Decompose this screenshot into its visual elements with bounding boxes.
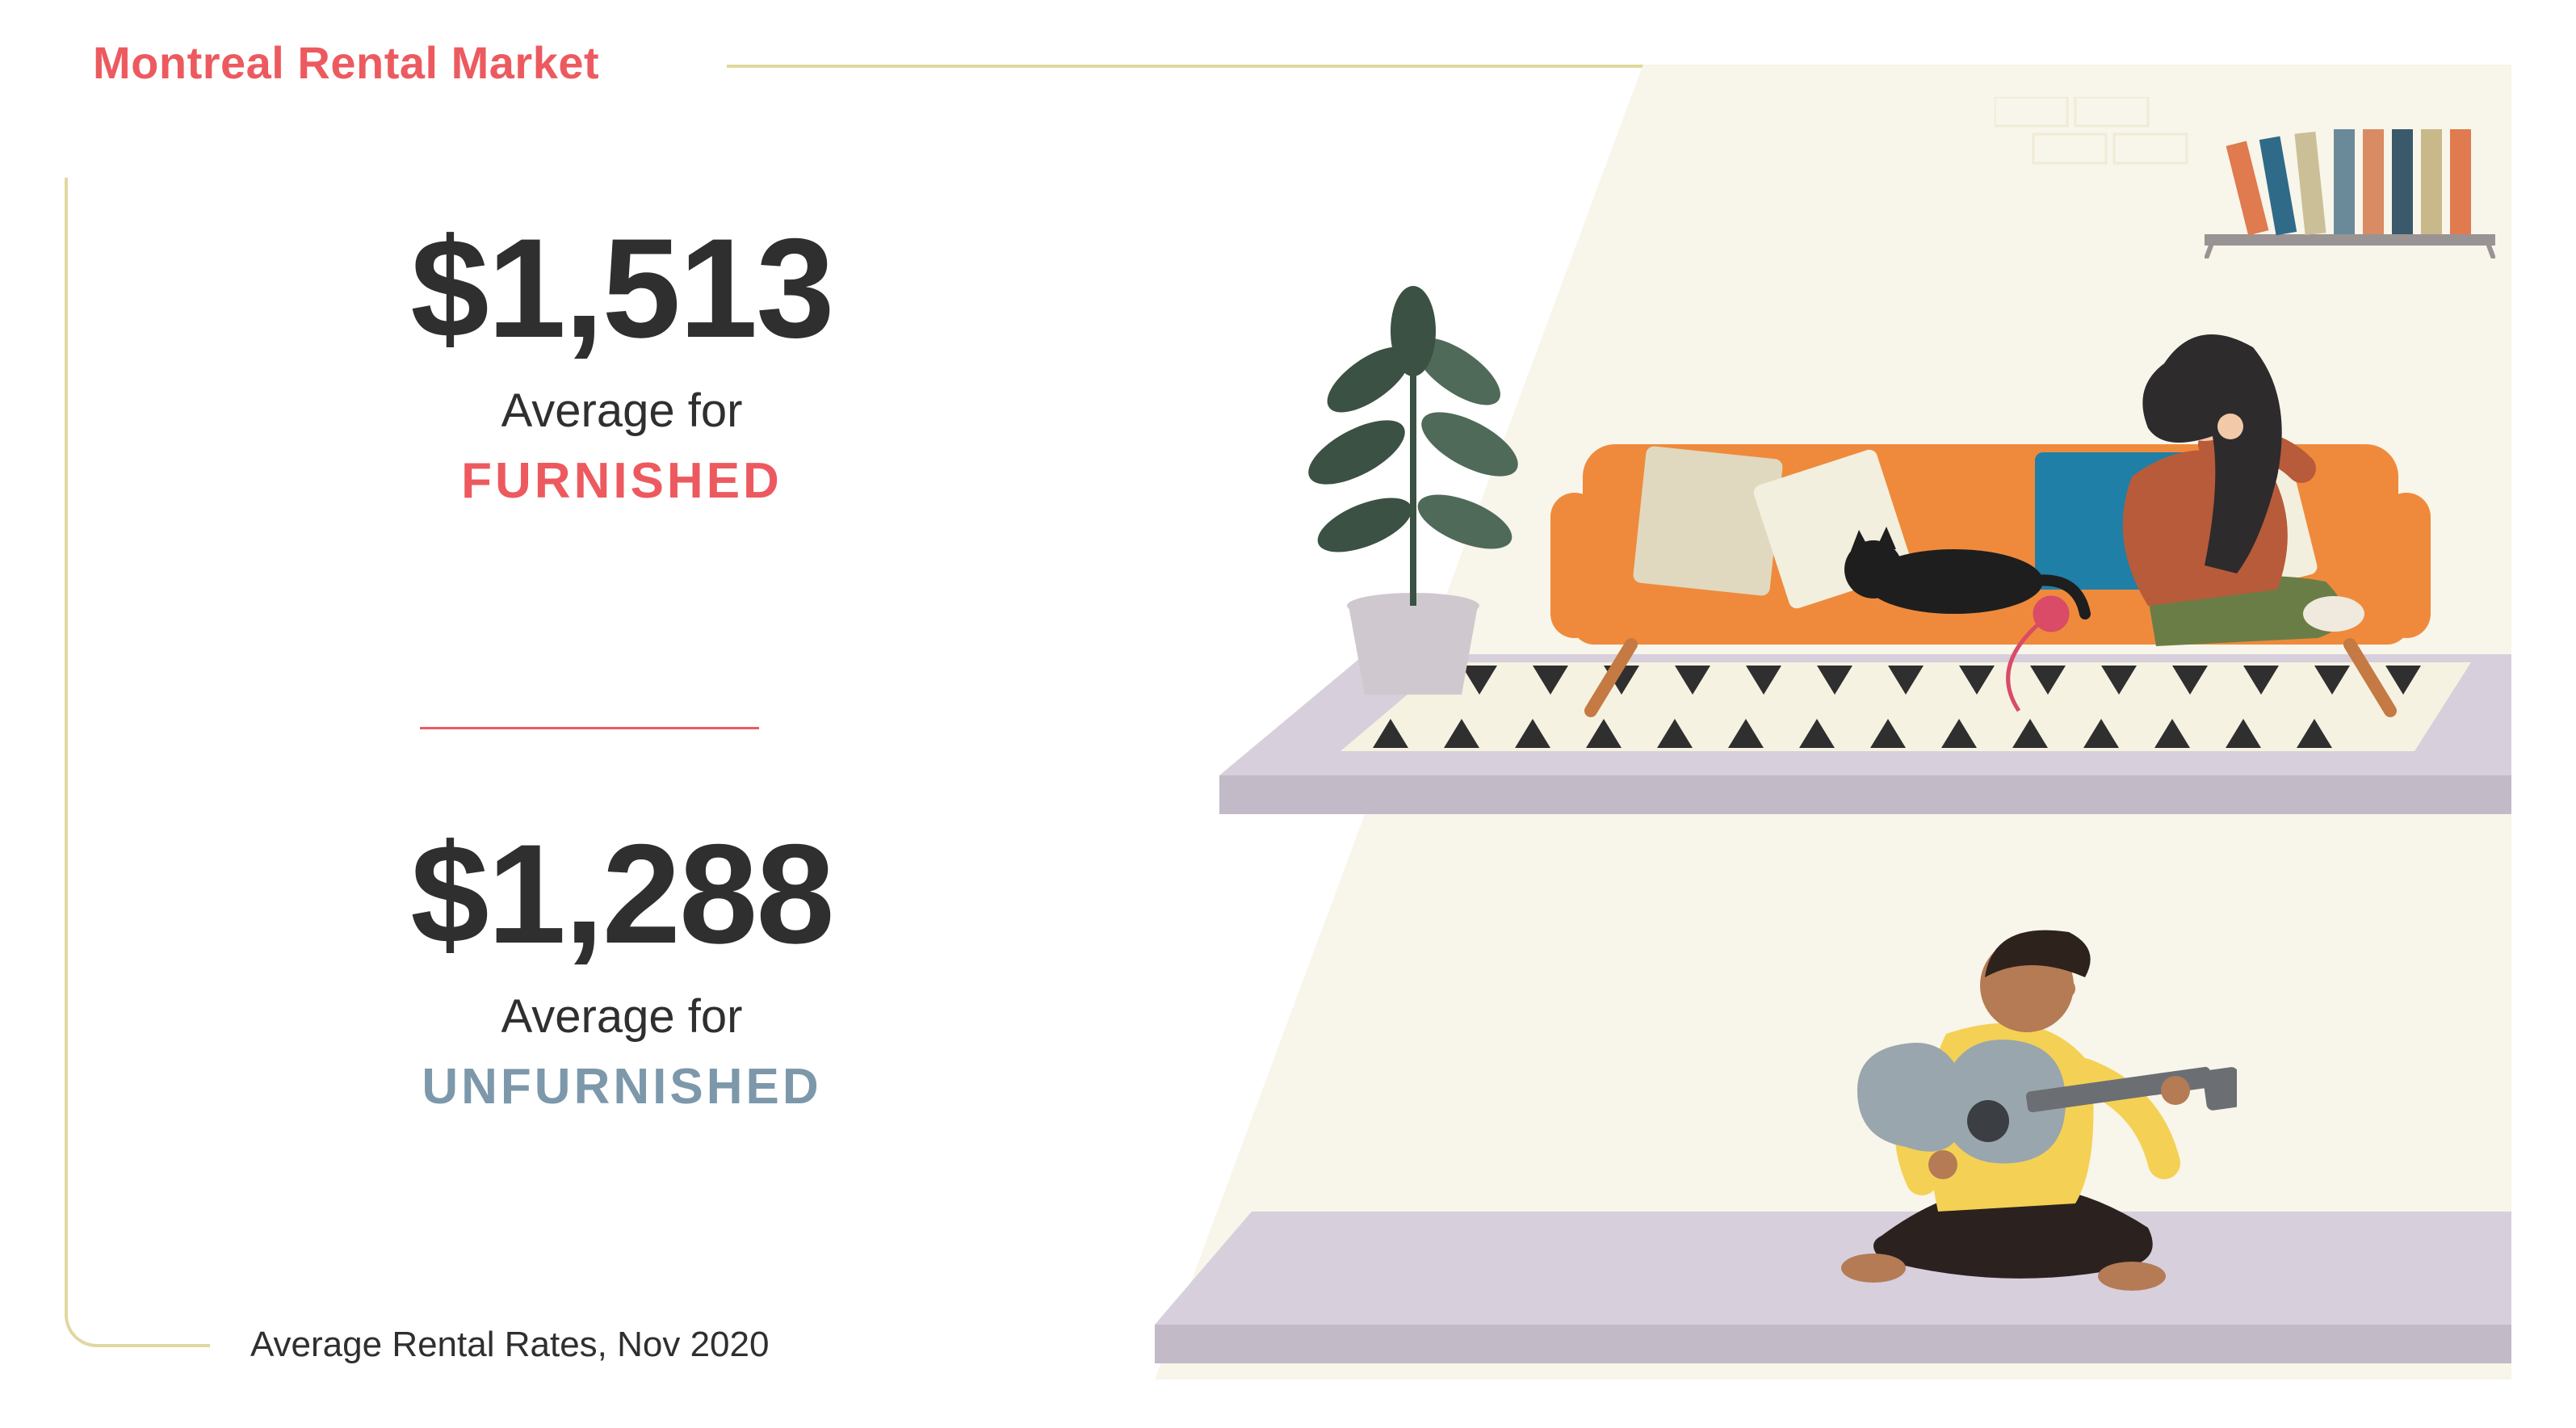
page-title: Montreal Rental Market — [93, 36, 599, 89]
floor-bottom-edge-icon — [1155, 1325, 2511, 1363]
left-rule — [65, 178, 68, 1315]
couch-scene-icon — [1534, 291, 2487, 743]
bottom-rule — [113, 1344, 210, 1347]
guitarist-icon — [1785, 888, 2237, 1308]
stat-divider — [420, 727, 759, 729]
bookshelf-icon — [2205, 121, 2495, 258]
furnished-kind: FURNISHED — [258, 452, 985, 510]
infographic-canvas: Montreal Rental Market Average Rental Ra… — [0, 0, 2576, 1428]
brick-detail-icon — [1995, 97, 2205, 170]
illustration-area — [1155, 65, 2511, 1380]
footnote-text: Average Rental Rates, Nov 2020 — [250, 1325, 769, 1365]
unfurnished-price: $1,288 — [258, 824, 985, 965]
furnished-label: Average for — [258, 384, 985, 438]
plant-icon — [1292, 283, 1534, 703]
corner-bottom-left — [65, 1299, 113, 1347]
furnished-price: $1,513 — [258, 218, 985, 359]
unfurnished-label: Average for — [258, 989, 985, 1044]
stat-furnished: $1,513 Average for FURNISHED — [258, 218, 985, 510]
stat-unfurnished: $1,288 Average for UNFURNISHED — [258, 824, 985, 1115]
floor-top-edge-icon — [1155, 775, 2511, 814]
unfurnished-kind: UNFURNISHED — [258, 1058, 985, 1115]
